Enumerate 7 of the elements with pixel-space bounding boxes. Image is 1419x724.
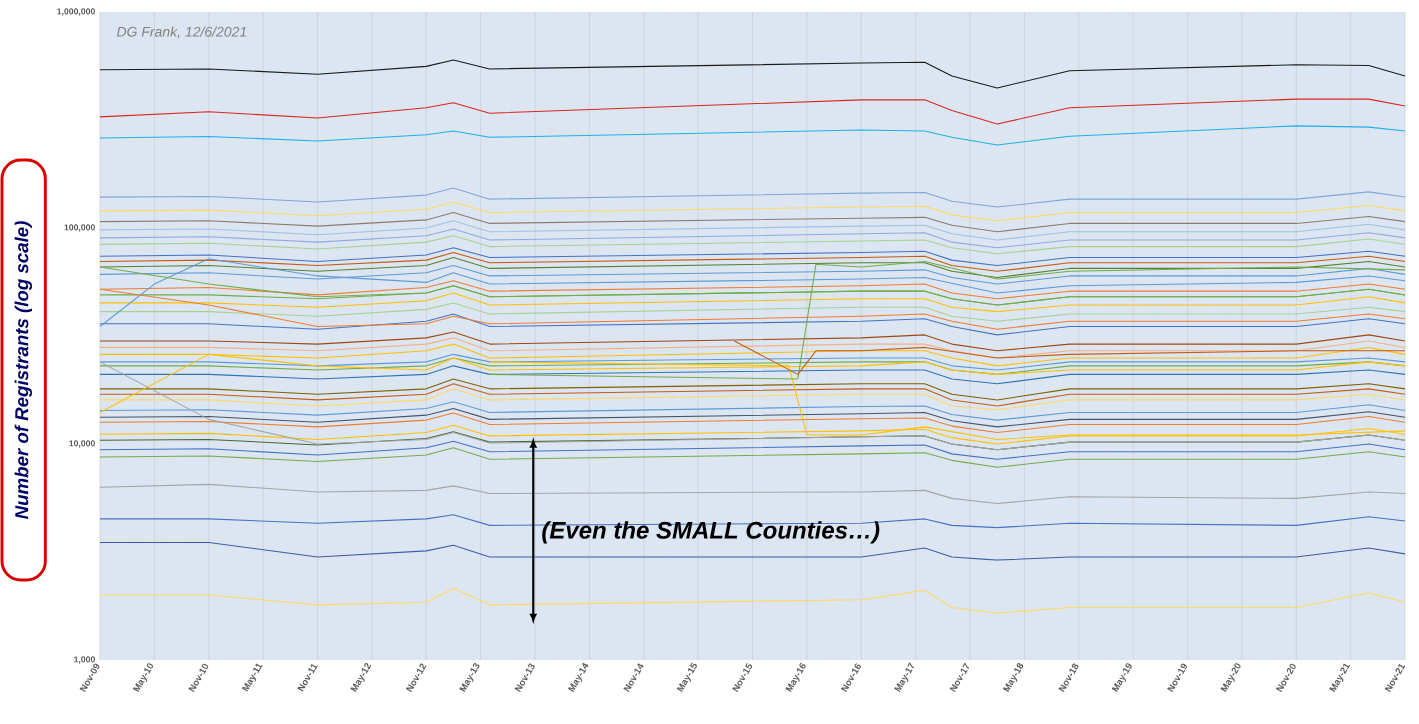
- y-tick-label: 1,000: [74, 656, 95, 664]
- y-tick-label: 1,000,000: [57, 8, 95, 16]
- y-tick-label: 100,000: [64, 224, 95, 232]
- annotation: DG Frank, 12/6/2021: [116, 26, 246, 39]
- annotation: (Even the SMALL Counties…): [542, 521, 880, 544]
- y-tick-label: 10,000: [69, 440, 95, 448]
- y-axis-title: Number of Registrants (log scale): [14, 221, 33, 520]
